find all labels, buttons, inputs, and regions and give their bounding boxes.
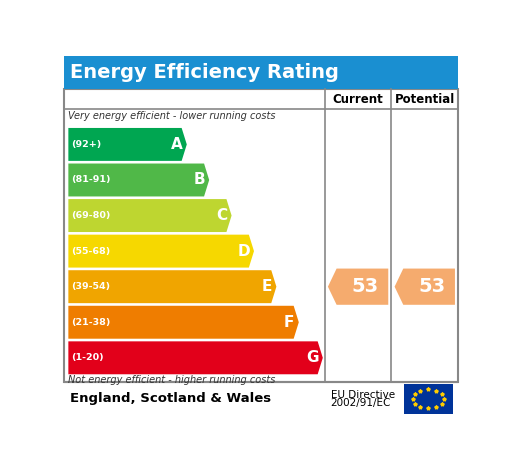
Text: (39-54): (39-54): [71, 282, 110, 291]
Text: (81-91): (81-91): [71, 176, 111, 184]
Text: C: C: [216, 208, 228, 223]
Text: 53: 53: [418, 277, 445, 296]
Polygon shape: [394, 269, 455, 305]
Polygon shape: [68, 234, 254, 268]
Text: G: G: [307, 350, 319, 365]
Text: (92+): (92+): [71, 140, 102, 149]
Text: E: E: [261, 279, 272, 294]
Bar: [404, 384, 453, 414]
Text: B: B: [193, 172, 205, 187]
Text: 2002/91/EC: 2002/91/EC: [331, 398, 391, 408]
Bar: [64, 56, 458, 89]
Text: (55-68): (55-68): [71, 247, 111, 255]
Polygon shape: [328, 269, 388, 305]
Text: D: D: [238, 244, 250, 259]
Text: Very energy efficient - lower running costs: Very energy efficient - lower running co…: [68, 111, 276, 120]
Polygon shape: [68, 306, 299, 339]
Text: Not energy efficient - higher running costs: Not energy efficient - higher running co…: [68, 375, 276, 385]
Polygon shape: [68, 128, 187, 161]
Text: 53: 53: [352, 277, 379, 296]
Polygon shape: [68, 163, 209, 197]
Text: (1-20): (1-20): [71, 354, 104, 362]
Polygon shape: [68, 199, 232, 232]
Text: England, Scotland & Wales: England, Scotland & Wales: [70, 392, 271, 405]
Text: (21-38): (21-38): [71, 318, 111, 327]
Text: A: A: [171, 137, 183, 152]
Polygon shape: [68, 270, 276, 303]
Text: Current: Current: [333, 92, 383, 106]
Text: (69-80): (69-80): [71, 211, 111, 220]
Text: Energy Efficiency Rating: Energy Efficiency Rating: [70, 63, 338, 82]
Polygon shape: [68, 341, 323, 374]
Text: Potential: Potential: [394, 92, 455, 106]
Text: EU Directive: EU Directive: [331, 389, 395, 400]
Text: F: F: [284, 315, 294, 330]
Bar: [64, 89, 458, 382]
